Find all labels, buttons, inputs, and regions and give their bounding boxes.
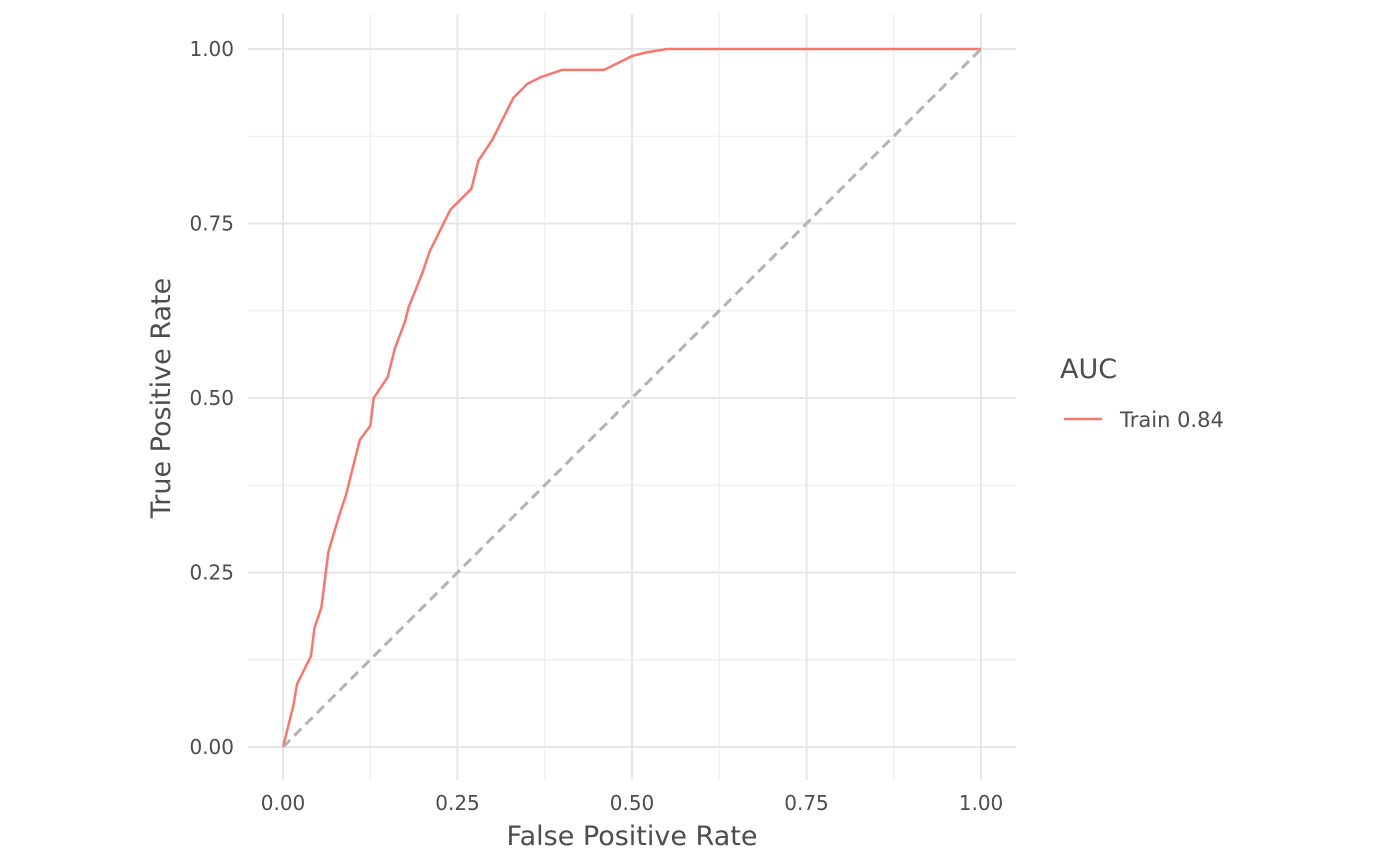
x-tick-labels: 0.00 0.25 0.50 0.75 1.00 [261, 791, 1004, 815]
legend: AUC Train 0.84 [1060, 354, 1224, 432]
y-axis-title: True Positive Rate [146, 278, 177, 520]
roc-curve-train [281, 47, 981, 748]
series-layer [281, 47, 983, 749]
reference-diagonal-line [281, 47, 983, 749]
y-tick-label: 0.50 [189, 386, 234, 410]
y-tick-label: 0.75 [189, 212, 234, 236]
y-tick-labels: 0.00 0.25 0.50 0.75 1.00 [189, 37, 234, 759]
y-tick-label: 0.00 [189, 735, 234, 759]
x-axis-title: False Positive Rate [507, 821, 758, 852]
legend-title: AUC [1060, 354, 1117, 385]
y-tick-label: 1.00 [189, 37, 234, 61]
x-tick-label: 0.50 [610, 791, 655, 815]
x-tick-label: 1.00 [959, 791, 1004, 815]
x-tick-label: 0.75 [784, 791, 829, 815]
x-tick-label: 0.25 [435, 791, 480, 815]
y-tick-label: 0.25 [189, 561, 234, 585]
legend-label-train: Train 0.84 [1119, 408, 1224, 432]
grid-major [248, 14, 1016, 780]
x-tick-label: 0.00 [261, 791, 306, 815]
